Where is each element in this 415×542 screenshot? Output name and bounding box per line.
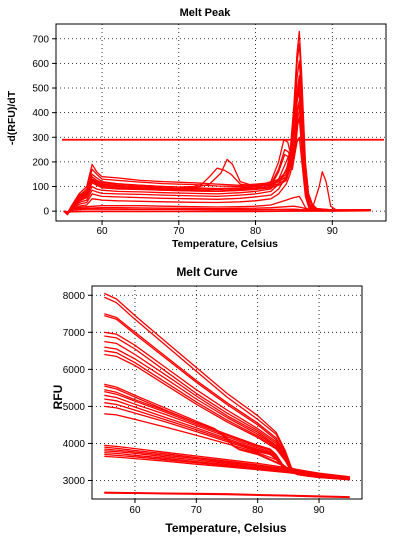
x-axis-label: Temperature, Celsius <box>165 521 286 535</box>
y-tick-label: 5000 <box>63 402 86 413</box>
melt-curve-chart: Melt Curve 60 70 80 90 3000 4000 5000 6000 7000… <box>51 265 363 535</box>
y-tick-label: 4000 <box>63 439 86 450</box>
y-tick-label: 500 <box>32 84 49 95</box>
series-line-18 <box>63 210 371 214</box>
y-tick-label: 7000 <box>63 328 86 339</box>
y-ticks: 3000 4000 5000 6000 7000 8000 <box>63 291 92 487</box>
x-axis-label: Temperature, Celsius <box>172 238 278 250</box>
x-tick-label: 80 <box>250 226 262 237</box>
y-tick-label: 400 <box>32 108 49 119</box>
series-group <box>104 292 350 499</box>
y-axis-label: -d(RFU)/dT <box>6 90 18 145</box>
x-tick-label: 60 <box>96 226 108 237</box>
series-line-13 <box>63 136 371 214</box>
y-tick-label: 0 <box>43 207 49 218</box>
series-line-8 <box>63 107 371 214</box>
y-axis-label: RFU <box>51 385 65 410</box>
series-line-9 <box>63 114 371 215</box>
chart-title: Melt Curve <box>176 265 238 279</box>
melt-peak-chart: Melt Peak 60 70 80 90 0 100 200 300 400 500 600 70… <box>6 7 387 250</box>
x-ticks: 60 70 80 90 <box>129 499 325 516</box>
y-tick-label: 300 <box>32 133 49 144</box>
plot-frame <box>91 285 363 500</box>
series-line-25 <box>104 453 350 480</box>
y-tick-label: 3000 <box>63 476 86 487</box>
plot-frame <box>55 23 387 222</box>
series-line-12 <box>63 116 371 214</box>
y-tick-label: 700 <box>32 34 49 45</box>
y-tick-label: 200 <box>32 157 49 168</box>
y-tick-label: 100 <box>32 182 49 193</box>
y-tick-label: 600 <box>32 59 49 70</box>
x-tick-label: 80 <box>252 505 264 516</box>
series-line-21 <box>104 446 350 478</box>
series-line-19 <box>104 413 350 480</box>
x-tick-label: 90 <box>313 505 325 516</box>
x-tick-label: 70 <box>191 505 203 516</box>
series-line-5 <box>63 87 371 215</box>
series-line-28 <box>104 492 350 499</box>
y-ticks: 0 100 200 300 400 500 600 700 <box>32 34 56 218</box>
x-tick-label: 70 <box>173 226 185 237</box>
y-tick-label: 8000 <box>63 291 86 302</box>
y-tick-label: 6000 <box>63 365 86 376</box>
series-line-20 <box>104 444 350 478</box>
series-line-5 <box>104 331 350 480</box>
grid <box>92 286 362 499</box>
series-line-27 <box>104 491 350 498</box>
series-group <box>63 30 371 216</box>
x-ticks: 60 70 80 90 <box>96 221 338 237</box>
x-tick-label: 60 <box>129 505 141 516</box>
x-tick-label: 90 <box>327 226 339 237</box>
chart-title: Melt Peak <box>180 7 232 19</box>
series-line-26 <box>104 455 350 480</box>
